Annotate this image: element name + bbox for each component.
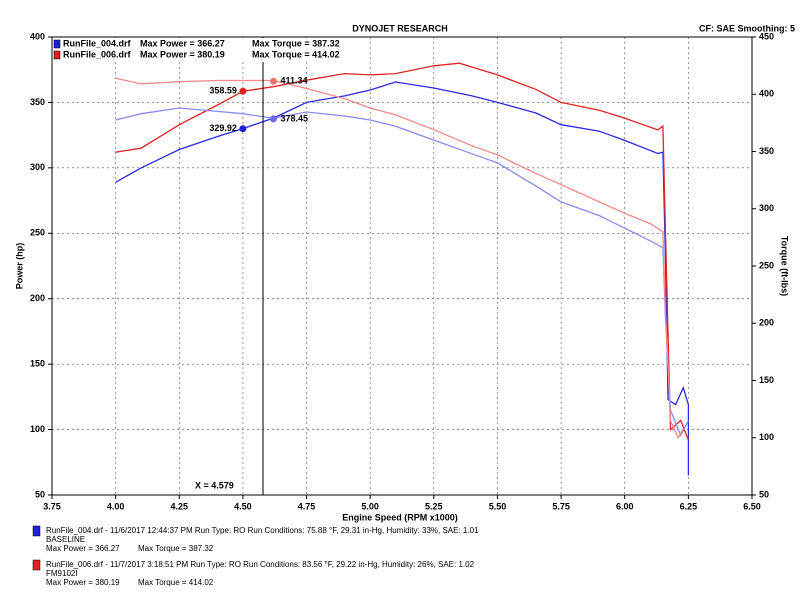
legend-max-power: Max Power = 366.27 [140,38,225,48]
y2-tick-label: 150 [759,375,774,385]
x-tick-label: 4.75 [298,501,316,511]
legend-swatch [53,39,61,49]
annotation-label: 378.45 [280,113,308,123]
chart-subtitle: CF: SAE Smoothing: 5 [699,23,795,33]
annotation-point [269,77,277,85]
x-tick-label: 4.00 [107,501,125,511]
x-tick-label: 6.00 [616,501,634,511]
legend-name: RunFile_006.drf [63,49,132,59]
annotation-label: 329.92 [209,123,237,133]
plot-frame [51,36,753,496]
chart-title: DYNOJET RESEARCH [352,23,448,33]
y-axis-title: Power (hp) [14,243,24,290]
cursor-label: X = 4.579 [195,480,234,490]
legend-max-torque: Max Torque = 414.02 [252,49,340,59]
legend-box [53,38,353,62]
footer-note: FM9102I [46,569,78,578]
y2-tick-label: 400 [759,89,774,99]
x-tick-label: 6.25 [680,501,698,511]
footer-info: RunFile_006.drf - 11/7/2017 3:18:51 PM R… [46,560,475,569]
legend-max-power: Max Power = 380.19 [140,49,225,59]
line-series [115,77,684,440]
footer-info: RunFile_004.drf - 11/6/2017 12:44:37 PM … [46,526,479,535]
y-tick-label: 250 [30,228,45,238]
x-tick-label: 3.75 [43,501,61,511]
x-tick-label: 5.50 [489,501,507,511]
y2-tick-label: 100 [759,432,774,442]
x-tick-label: 6.50 [743,501,761,511]
footer-swatch [32,559,41,571]
footer-max-power: Max Power = 380.19 [46,578,120,587]
annotation-point [239,87,247,95]
annotation-label: 411.34 [280,76,307,86]
footer-note: BASELINE [46,535,85,544]
y-tick-label: 300 [30,162,45,172]
y2-tick-label: 350 [759,146,774,156]
line-series [115,62,690,441]
y-tick-label: 400 [30,31,45,41]
y2-tick-label: 250 [759,260,774,270]
annotation-label: 358.59 [209,86,237,96]
y-tick-label: 350 [30,97,45,107]
y-tick-label: 200 [30,293,45,303]
y-tick-label: 100 [30,424,45,434]
y2-tick-label: 200 [759,318,774,328]
x-tick-label: 5.75 [552,501,570,511]
y2-axis-title: Torque (ft-lbs) [780,236,790,296]
legend-max-torque: Max Torque = 387.32 [252,38,340,48]
footer-max-torque: Max Torque = 414.02 [138,578,214,587]
legend-swatch [53,50,61,60]
y-tick-label: 50 [35,489,45,499]
legend-name: RunFile_004.drf [63,38,132,48]
x-axis-title: Engine Speed (RPM x1000) [342,512,458,522]
y2-tick-label: 50 [759,489,769,499]
y-tick-label: 150 [30,359,45,369]
x-tick-label: 4.25 [171,501,189,511]
annotation-point [239,125,247,133]
y2-tick-label: 450 [759,31,774,41]
x-tick-label: 5.25 [425,501,443,511]
y2-tick-label: 300 [759,203,774,213]
annotation-point [269,115,277,123]
footer-swatch [32,525,41,537]
footer-max-torque: Max Torque = 387.32 [138,544,214,553]
footer-max-power: Max Power = 366.27 [46,544,120,553]
x-tick-label: 5.00 [361,501,379,511]
x-tick-label: 4.50 [234,501,252,511]
